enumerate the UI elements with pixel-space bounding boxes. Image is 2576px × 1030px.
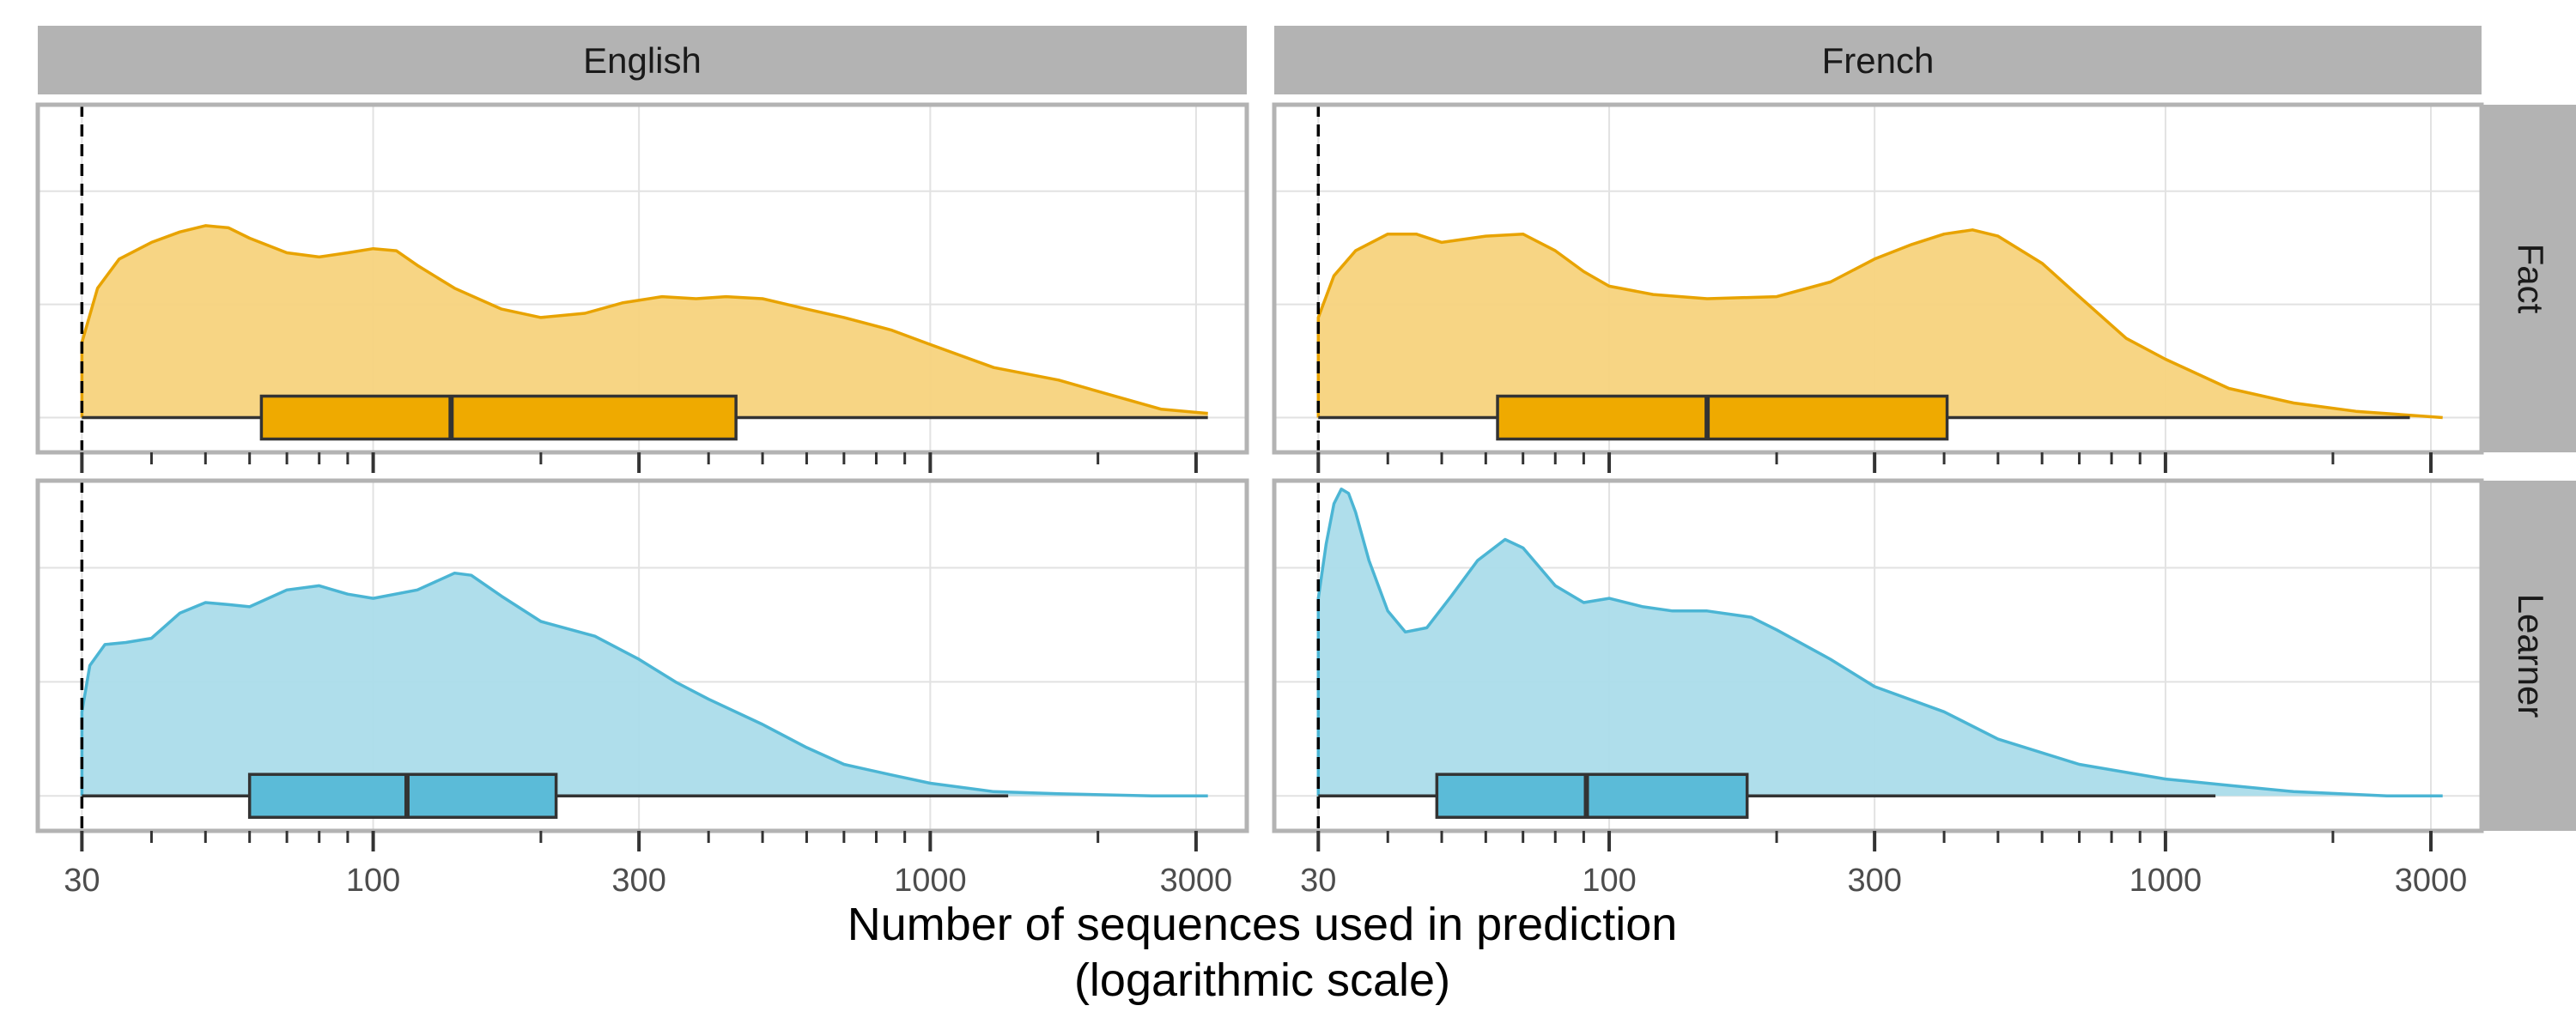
column-strip-label-english: English: [583, 40, 702, 81]
x-tick-label-english: 3000: [1160, 863, 1233, 899]
density-area: [1318, 229, 2443, 418]
column-strip-label-french: French: [1822, 40, 1935, 81]
box-iqr: [1435, 772, 1749, 819]
density-area: [82, 573, 1208, 797]
panel-french-fact: [1272, 102, 2484, 473]
x-tick-label-french: 100: [1582, 863, 1636, 899]
box-iqr: [1496, 394, 1949, 441]
x-axis-title-line1: Number of sequences used in prediction: [848, 899, 1678, 950]
panel-english-learner: [35, 478, 1249, 851]
panel-border: [35, 478, 1249, 833]
x-tick-label-english: 1000: [894, 863, 967, 899]
row-strip-label-fact: Fact: [2511, 244, 2551, 314]
x-tick-label-french: 1000: [2129, 863, 2202, 899]
panel-french-learner: [1272, 478, 2484, 851]
box-iqr: [247, 772, 558, 819]
density-outline: [80, 224, 1208, 418]
panel-border: [1272, 478, 2484, 833]
column-strip-english: [38, 26, 1247, 94]
density-outline: [80, 571, 1208, 797]
panel-border: [35, 102, 1249, 455]
density-area: [1318, 488, 2443, 797]
x-tick-label-english: 30: [64, 863, 100, 899]
labels-layer: Number of sequences used in prediction (…: [848, 899, 1678, 1006]
x-tick-label-french: 3000: [2395, 863, 2468, 899]
column-strip-french: [1274, 26, 2482, 94]
density-area: [82, 225, 1208, 418]
box-iqr: [259, 394, 738, 441]
x-tick-label-french: 300: [1847, 863, 1901, 899]
panel-border: [1272, 102, 2484, 455]
x-tick-label-english: 300: [611, 863, 665, 899]
row-strip-label-learner: Learner: [2511, 594, 2551, 718]
x-tick-label-english: 100: [346, 863, 400, 899]
row-strip-learner: [2483, 481, 2576, 831]
x-tick-label-french: 30: [1300, 863, 1336, 899]
x-axis-title-line2: (logarithmic scale): [1074, 954, 1450, 1006]
row-strip-fact: [2483, 105, 2576, 452]
density-outline: [1316, 228, 2443, 420]
density-outline: [1316, 488, 2443, 797]
panel-english-fact: [35, 102, 1249, 473]
panels-layer: English French Fact Learner 30 100 300 1000 3000…: [35, 26, 2576, 899]
